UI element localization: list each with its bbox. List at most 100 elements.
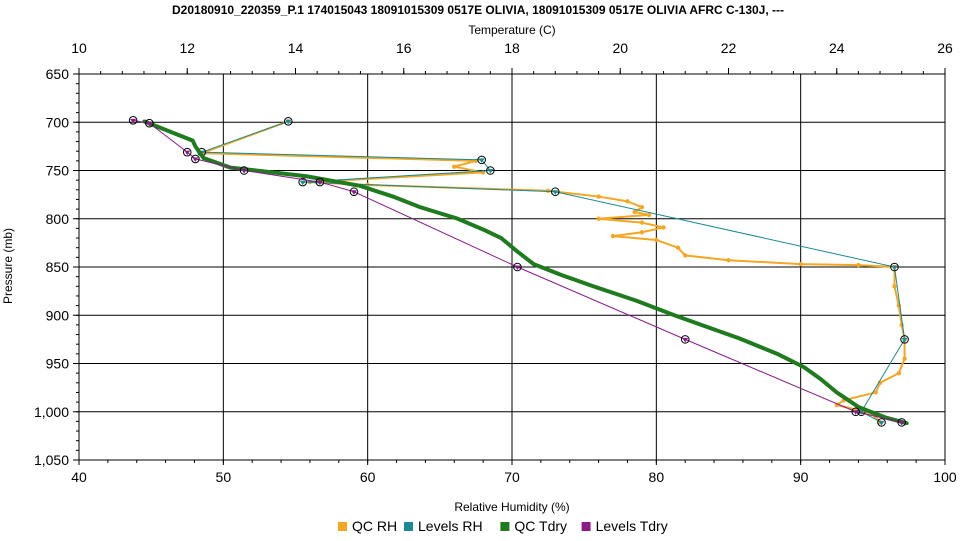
data-point-qc-rh	[545, 188, 551, 193]
series-line-levels-rh	[201, 120, 906, 423]
data-point-levels-tdry	[897, 418, 907, 427]
data-point-qc-rh	[798, 261, 803, 267]
data-point-qc-rh	[452, 164, 457, 169]
data-point-qc-tdry	[775, 352, 779, 356]
data-point-qc-tdry	[358, 184, 363, 188]
data-point-qc-tdry	[559, 273, 563, 277]
data-point-levels-rh	[877, 418, 886, 427]
data-point-levels-rh	[283, 116, 293, 126]
data-point-qc-rh	[892, 284, 897, 289]
data-point-qc-tdry	[193, 144, 197, 148]
data-point-levels-tdry	[145, 118, 154, 128]
data-point-qc-rh	[639, 230, 645, 235]
data-point-qc-rh	[596, 194, 601, 199]
data-point-qc-tdry	[705, 325, 709, 329]
data-point-levels-tdry	[513, 262, 522, 272]
data-point-qc-rh	[639, 204, 645, 210]
data-point-levels-rh	[486, 166, 495, 175]
data-point-qc-tdry	[591, 284, 595, 288]
data-point-levels-tdry	[680, 335, 690, 344]
data-point-qc-rh	[726, 258, 731, 263]
legend-label-levels-tdry: Levels Tdry	[596, 518, 668, 534]
bottom-tick-label: 60	[360, 469, 376, 485]
legend-label-qc-rh: QC RH	[352, 518, 397, 534]
data-point-levels-tdry	[182, 147, 192, 157]
data-point-qc-tdry	[483, 228, 487, 232]
top-tick-label: 20	[612, 40, 628, 56]
top-tick-label: 18	[504, 40, 520, 56]
data-point-qc-tdry	[634, 299, 639, 303]
legend: QC RH Levels RH QC Tdry Levels Tdry	[338, 518, 668, 534]
data-point-qc-tdry	[737, 336, 741, 341]
data-point-qc-rh	[856, 262, 861, 268]
top-tick-label: 24	[829, 40, 845, 56]
y-tick-label: 700	[46, 114, 70, 130]
data-point-qc-tdry	[499, 236, 503, 240]
y-tick-label: 1,000	[34, 404, 69, 420]
data-point-levels-rh	[298, 177, 308, 187]
data-point-qc-rh	[902, 356, 907, 361]
chart-title: D20180910_220359_P.1 174015043 180910153…	[172, 3, 784, 17]
bottom-tick-label: 70	[504, 469, 520, 485]
data-point-qc-tdry	[818, 377, 823, 381]
bottom-tick-label: 90	[793, 469, 809, 485]
data-point-levels-tdry	[191, 154, 200, 164]
data-point-qc-rh	[873, 390, 878, 395]
data-point-levels-tdry	[851, 407, 860, 417]
data-point-qc-tdry	[418, 205, 422, 209]
data-point-qc-tdry	[532, 262, 536, 266]
data-point-qc-rh	[646, 212, 652, 218]
bottom-tick-label: 40	[71, 469, 87, 485]
y-axis-label: Pressure (mb)	[1, 228, 15, 304]
y-tick-label: 750	[46, 163, 70, 179]
top-tick-label: 26	[937, 40, 953, 56]
data-point-levels-tdry	[315, 177, 325, 187]
bottom-tick-label: 100	[933, 469, 957, 485]
bottom-tick-label: 50	[216, 469, 232, 485]
bottom-tick-label: 80	[649, 469, 665, 485]
top-tick-label: 10	[71, 40, 87, 56]
data-point-qc-tdry	[856, 405, 861, 409]
data-point-qc-tdry	[802, 365, 806, 369]
data-point-levels-rh	[477, 155, 486, 165]
top-tick-label: 22	[721, 40, 737, 56]
legend-label-qc-tdry: QC Tdry	[514, 518, 567, 534]
data-point-qc-rh	[675, 245, 681, 250]
data-point-qc-rh	[661, 225, 666, 230]
grid	[79, 74, 945, 460]
data-point-qc-tdry	[201, 156, 206, 160]
data-point-qc-tdry	[515, 249, 520, 254]
series-line-qc-tdry	[143, 119, 908, 426]
data-point-levels-rh	[890, 262, 899, 272]
data-point-qc-rh	[639, 220, 645, 225]
data-point-qc-rh	[596, 216, 601, 221]
data-point-levels-tdry	[239, 166, 249, 175]
axis-ticks: 40 50 60 70 80 90 100 10 12 14 16 18 20 22 24 26 650 700 7…	[34, 40, 957, 485]
data-point-qc-rh	[625, 199, 630, 204]
data-point-levels-tdry	[349, 187, 359, 197]
legend-swatch-qc-rh	[338, 522, 347, 531]
y-tick-label: 950	[46, 356, 70, 372]
series-levels-tdry	[128, 116, 907, 427]
data-point-levels-rh	[900, 335, 909, 344]
top-axis-label: Temperature (C)	[468, 23, 555, 37]
y-tick-label: 1,050	[34, 452, 69, 468]
legend-swatch-levels-tdry	[581, 522, 591, 531]
y-tick-label: 850	[46, 259, 70, 275]
series-layer	[128, 116, 909, 427]
legend-swatch-qc-tdry	[500, 522, 510, 531]
y-tick-label: 650	[46, 66, 70, 82]
data-point-qc-rh	[896, 370, 902, 376]
data-point-qc-tdry	[456, 217, 460, 221]
legend-swatch-levels-rh	[404, 522, 413, 531]
data-point-qc-tdry	[835, 390, 839, 395]
series-qc-tdry	[142, 119, 909, 426]
data-point-levels-rh	[551, 187, 560, 197]
series-line-levels-tdry	[133, 119, 902, 423]
data-point-qc-rh	[683, 253, 688, 258]
top-tick-label: 16	[396, 40, 412, 56]
y-tick-label: 900	[46, 307, 70, 323]
data-point-qc-rh	[632, 209, 637, 215]
top-tick-label: 14	[288, 40, 304, 56]
